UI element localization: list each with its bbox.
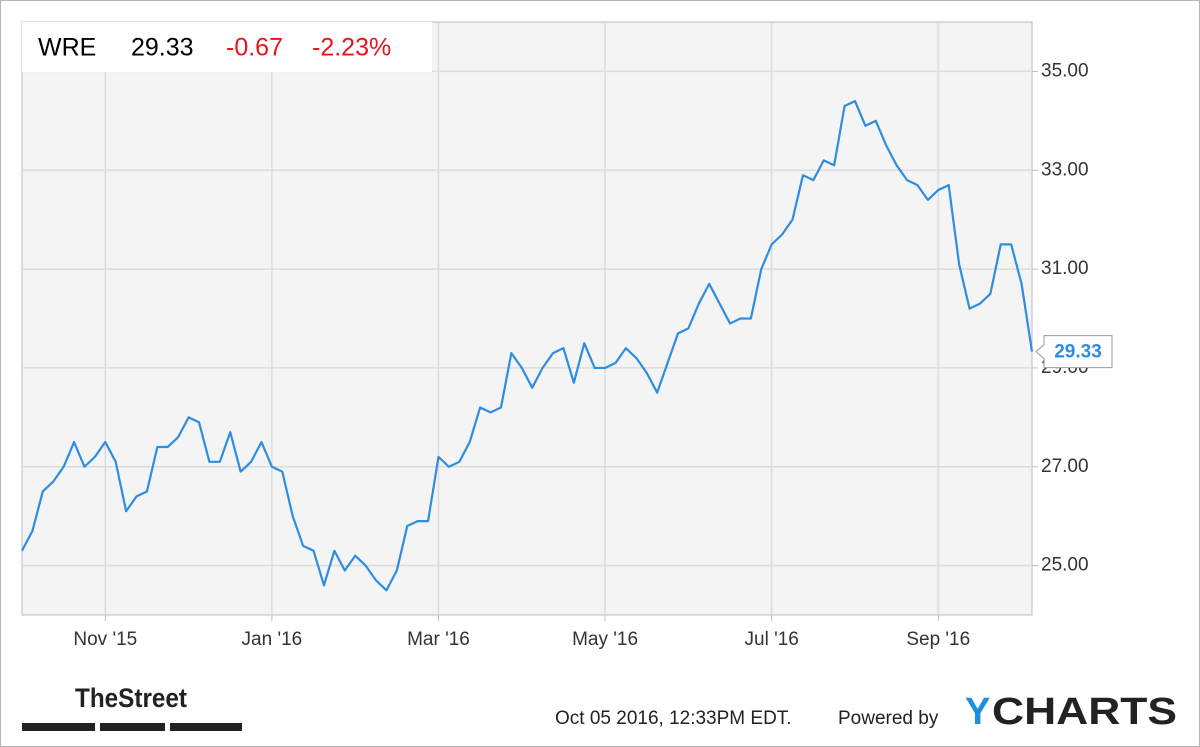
x-tick-label: Sep '16 <box>906 629 970 650</box>
y-tick-label: 25.00 <box>1041 555 1089 576</box>
change: -0.67 <box>226 34 283 62</box>
brand-logo: TheStreet <box>75 683 187 713</box>
x-tick-label: Nov '15 <box>73 629 137 650</box>
powered-by: Powered by <box>838 708 939 729</box>
x-tick-label: Jan '16 <box>242 629 303 650</box>
quote-box <box>22 22 432 72</box>
timestamp: Oct 05 2016, 12:33PM EDT. <box>555 708 792 729</box>
x-tick-label: Mar '16 <box>407 629 470 650</box>
logo-text: CHARTS <box>992 691 1177 733</box>
brand-bar <box>170 723 242 731</box>
y-tick-label: 31.00 <box>1041 258 1089 279</box>
brand-bar <box>22 723 95 731</box>
last-value-label: 29.33 <box>1054 342 1102 363</box>
brand-bar <box>100 723 165 731</box>
y-tick-label: 35.00 <box>1041 60 1089 81</box>
price: 29.33 <box>131 34 194 62</box>
logo-y: Y <box>965 691 990 733</box>
plot-area <box>21 21 1033 616</box>
change-percent: -2.23% <box>312 34 391 62</box>
x-tick-label: May '16 <box>572 629 638 650</box>
x-tick-label: Jul '16 <box>745 629 799 650</box>
ticker: WRE <box>38 34 96 62</box>
last-value-badge <box>1035 335 1113 369</box>
y-tick-label: 33.00 <box>1041 159 1089 180</box>
price-line <box>21 99 1034 592</box>
y-tick-label: 27.00 <box>1041 456 1089 477</box>
